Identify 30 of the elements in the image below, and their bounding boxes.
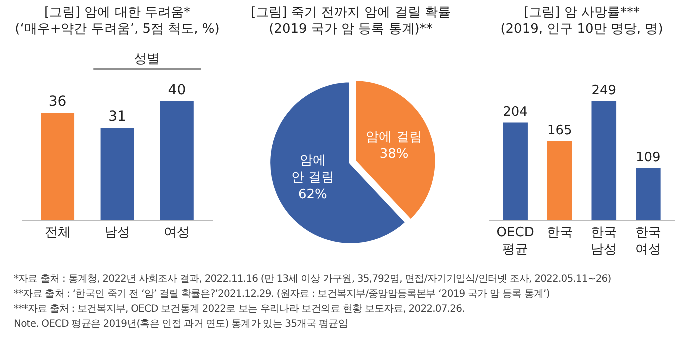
data-label: 62%: [298, 187, 328, 202]
bar: [592, 101, 617, 220]
data-label: 249: [592, 84, 617, 99]
chart-title: [그림] 암에 대한 두려움* (‘매우+약간 두려움’, 5점 척도, %): [15, 5, 220, 38]
chart-title: [그림] 암 사망률*** (2019, 인구 10만 명당, 명): [500, 5, 664, 38]
bar: [547, 141, 572, 220]
text: **자료 출처 : ‘한국인 죽기 전 ‘암’ 걸릴 확률은?’2021.12.29. (원자료 : 보건복지부/중앙암등록본부 ‘2019 국가 암 등록 통계’): [14, 288, 551, 302]
x-tick-label: 한국 여성: [635, 226, 662, 258]
slice-label: 암에 걸림: [366, 130, 422, 145]
text: Note. OECD 평균은 2019년(혹은 인접 과거 연도) 통계가 있는 35개국 평균임: [14, 318, 349, 332]
x-tick-label: OECD 평균: [496, 226, 534, 258]
text: ***자료 출처 : 보건복지부, OECD 보건통계 2022로 보는 우리나라 보건의료 현황 보도자료, 2022.07.26.: [14, 303, 466, 317]
text: 성별: [134, 52, 160, 67]
data-label: 204: [503, 105, 528, 120]
data-label: 31: [108, 108, 126, 125]
data-label: 165: [547, 124, 572, 139]
x-tick-label: 남성: [104, 226, 130, 241]
slice-label: 암에 안 걸림: [291, 154, 334, 186]
x-tick-label: 한국 남성: [591, 226, 618, 258]
bar: [636, 168, 661, 220]
data-label: 36: [48, 94, 67, 110]
chart-title: [그림] 죽기 전까지 암에 걸릴 확률 (2019 국가 암 등록 통계)**: [251, 5, 451, 38]
text: *자료 출처 : 통계청, 2022년 사회조사 결과, 2022.11.16 (만 13세 이상 가구원, 35,792명, 면접/자기기입식/인터넷 조사, 2022.05.11~26): [14, 273, 612, 287]
data-label: 38%: [380, 146, 409, 162]
x-tick-label: 전체: [44, 226, 71, 241]
x-tick-label: 한국: [546, 226, 573, 241]
data-label: 109: [636, 150, 661, 166]
x-tick-label: 여성: [164, 226, 190, 241]
data-label: 40: [168, 82, 186, 98]
bar: [503, 122, 528, 220]
